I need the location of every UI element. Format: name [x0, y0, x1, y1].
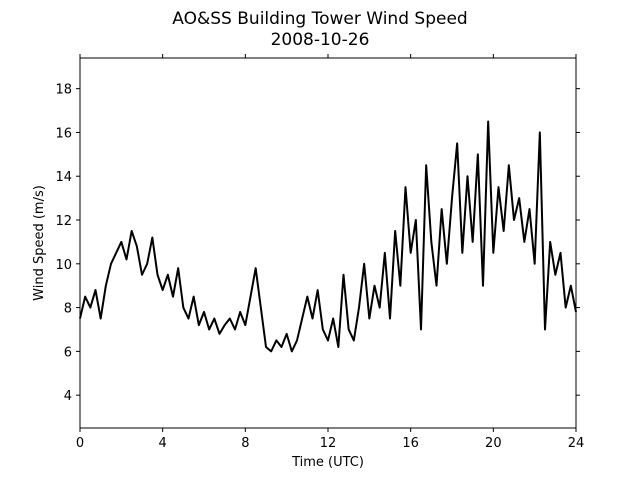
y-axis-label: Wind Speed (m/s) [32, 185, 47, 301]
chart-title: AO&SS Building Tower Wind Speed [172, 9, 467, 29]
x-axis-label: Time (UTC) [291, 455, 364, 470]
x-tick-label: 8 [241, 436, 249, 451]
x-tick-label: 16 [402, 436, 419, 451]
y-tick-label: 4 [64, 389, 72, 404]
data-line [79, 120, 577, 353]
y-tick-label: 10 [55, 258, 72, 273]
x-tick-label: 24 [568, 436, 585, 451]
plot-frame [79, 57, 577, 429]
chart-subtitle: 2008-10-26 [271, 30, 370, 50]
y-tick-label: 18 [55, 83, 72, 98]
y-tick-label: 12 [55, 214, 72, 229]
x-tick-label: 0 [76, 436, 84, 451]
y-tick-label: 8 [64, 302, 72, 317]
x-tick-label: 12 [320, 436, 337, 451]
x-tick-label: 20 [485, 436, 502, 451]
y-tick-label: 6 [64, 345, 72, 360]
y-tick-label: 14 [55, 170, 72, 185]
x-tick-label: 4 [159, 436, 167, 451]
y-tick-label: 16 [55, 126, 72, 141]
